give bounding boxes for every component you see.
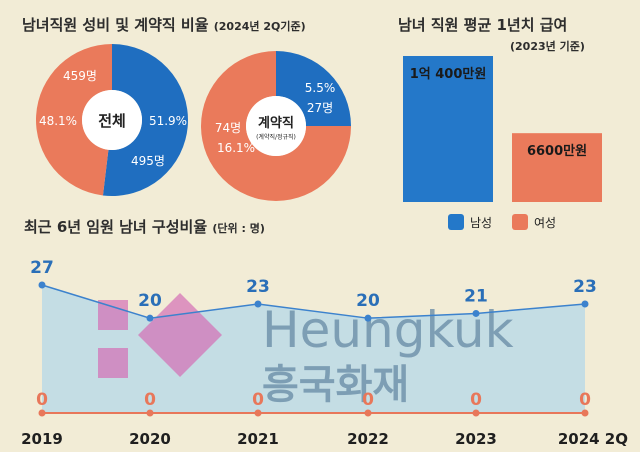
trend-value-top: 21 <box>464 286 488 306</box>
x-tick-label: 2020 <box>129 430 171 448</box>
donut-contract-regular-percent: 16.1% <box>217 141 255 155</box>
x-tick-label: 2024 2Q <box>558 430 628 448</box>
donut-contract-center-label: 계약직 <box>258 115 294 131</box>
x-tick-label: 2022 <box>347 430 389 448</box>
salary-note: (2023년 기준) <box>510 40 585 53</box>
trend-value-top: 23 <box>573 277 597 297</box>
trend-point-bottom <box>254 409 262 417</box>
trend-point-top <box>472 309 480 317</box>
logo-diamond <box>138 293 222 377</box>
donut-contract-contract-percent: 5.5% <box>305 81 336 95</box>
trend-point-top <box>146 314 154 322</box>
donut-contract-regular-count: 74명 <box>215 121 241 135</box>
salary-bar-male <box>403 56 493 202</box>
donut-contract-slice-regular <box>201 51 351 201</box>
trend-value-bottom: 0 <box>36 390 48 410</box>
x-tick-label: 2019 <box>21 430 63 448</box>
trend-value-top: 20 <box>356 291 380 311</box>
donut-total-male-percent: 51.9% <box>149 114 187 128</box>
trend-point-top <box>581 300 589 308</box>
trend-point-bottom <box>38 409 46 417</box>
trend-point-top <box>254 300 262 308</box>
donut-total-center-label: 전체 <box>98 112 126 130</box>
trend-value-bottom: 0 <box>144 390 156 410</box>
trend-point-top <box>38 281 46 289</box>
donut-contract-hole <box>246 96 306 156</box>
trend-point-bottom <box>472 409 480 417</box>
salary-title: 남녀 직원 평균 1년치 급여 <box>398 16 568 34</box>
donut-total-male-count: 495명 <box>131 154 165 168</box>
x-tick-label: 2023 <box>455 430 497 448</box>
trend-point-top <box>364 314 372 322</box>
salary-bar-label-male: 1억 400만원 <box>410 66 487 82</box>
trend-line-top <box>41 284 586 319</box>
trend-value-bottom: 0 <box>470 390 482 410</box>
trend-value-top: 20 <box>138 291 162 311</box>
trend-value-top: 27 <box>30 258 54 278</box>
gender-ratio-note: (2024년 2Q기준) <box>213 20 306 33</box>
salary-bar-female <box>512 133 602 202</box>
watermark-ko: 흥국화재 <box>262 362 409 408</box>
x-tick-label: 2021 <box>237 430 279 448</box>
trend-point-bottom <box>581 409 589 417</box>
trend-value-bottom: 0 <box>579 390 591 410</box>
legend-label-male: 남성 <box>470 216 492 230</box>
trend-note: (단위 : 명) <box>212 222 265 235</box>
trend-title: 최근 6년 임원 남녀 구성비율 (단위 : 명) <box>24 216 265 237</box>
donut-contract-center-sublabel: (계약직/정규직) <box>256 133 296 141</box>
legend-swatch-female <box>512 214 528 230</box>
watermark-en: Heungkuk <box>262 301 514 359</box>
gender-ratio-title: 남녀직원 성비 및 계약직 비율 (2024년 2Q기준) <box>22 14 306 35</box>
watermark-logo <box>98 293 222 378</box>
donut-contract: 계약직 (계약직/정규직) 5.5% 27명 74명 16.1% <box>201 51 351 201</box>
trend-value-top: 23 <box>246 277 270 297</box>
logo-square-top <box>98 300 128 330</box>
salary-bar-label-female: 6600만원 <box>527 143 587 159</box>
donut-total-hole <box>82 90 142 150</box>
legend-label-female: 여성 <box>534 216 556 230</box>
trend-value-bottom: 0 <box>252 390 264 410</box>
donut-contract-slice-contract <box>276 51 351 126</box>
legend-swatch-male <box>448 214 464 230</box>
donut-total-slice-female <box>35 43 113 196</box>
trend-point-bottom <box>364 409 372 417</box>
trend-title-text: 최근 6년 임원 남녀 구성비율 <box>24 218 208 236</box>
trend-value-bottom: 0 <box>362 390 374 410</box>
gender-ratio-title-text: 남녀직원 성비 및 계약직 비율 <box>22 16 209 34</box>
donut-contract-contract-count: 27명 <box>307 101 333 115</box>
donut-total: 전체 51.9% 495명 48.1% 459명 <box>35 43 188 196</box>
donut-total-female-percent: 48.1% <box>39 114 77 128</box>
donut-total-slice-male <box>102 44 188 196</box>
donut-total-female-count: 459명 <box>63 69 97 83</box>
trend-point-bottom <box>146 409 154 417</box>
logo-square-bottom <box>98 348 128 378</box>
